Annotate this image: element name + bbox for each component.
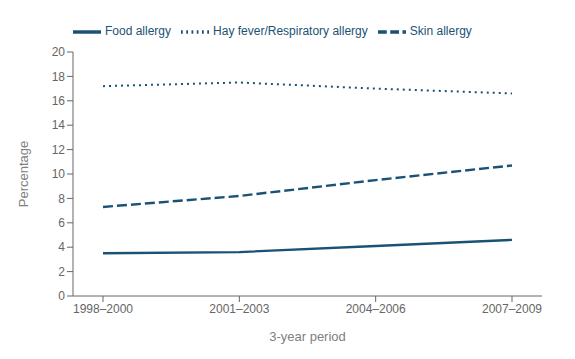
svg-text:2: 2 (58, 265, 65, 279)
svg-text:4: 4 (58, 240, 65, 254)
svg-text:14: 14 (52, 118, 66, 132)
svg-text:Percentage: Percentage (16, 141, 31, 208)
svg-text:3-year period: 3-year period (269, 329, 346, 344)
svg-text:16: 16 (52, 94, 66, 108)
html-text:Skin allergy: Skin allergy (409, 24, 472, 39)
svg-text:12: 12 (52, 143, 66, 157)
svg-text:18: 18 (52, 70, 66, 84)
html-text:Food allergy: Food allergy (105, 24, 171, 39)
svg-text:2001–2003: 2001–2003 (209, 302, 269, 316)
svg-text:8: 8 (58, 192, 65, 206)
svg-text:10: 10 (52, 167, 66, 181)
svg-text:2007–2009: 2007–2009 (482, 302, 542, 316)
svg-text:6: 6 (58, 216, 65, 230)
svg-text:1998–2000: 1998–2000 (73, 302, 133, 316)
svg-text:20: 20 (52, 45, 66, 59)
svg-text:2004–2006: 2004–2006 (346, 302, 406, 316)
svg-text:0: 0 (58, 289, 65, 303)
html-text:Hay fever/Respiratory allergy: Hay fever/Respiratory allergy (213, 24, 368, 39)
